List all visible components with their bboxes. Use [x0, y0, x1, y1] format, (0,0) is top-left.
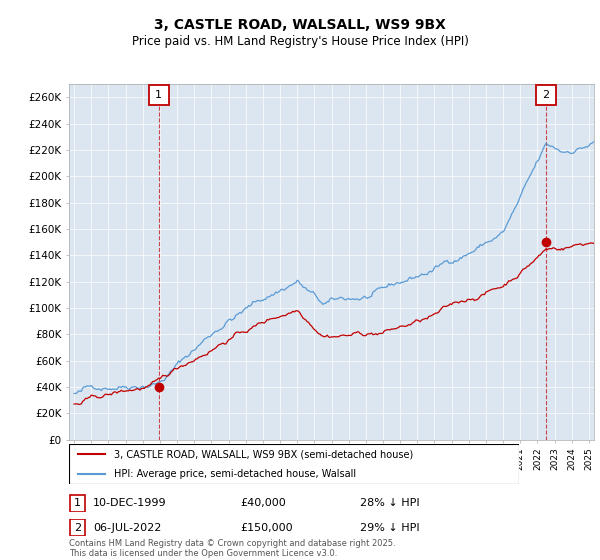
Text: £40,000: £40,000: [240, 498, 286, 508]
Text: 3, CASTLE ROAD, WALSALL, WS9 9BX (semi-detached house): 3, CASTLE ROAD, WALSALL, WS9 9BX (semi-d…: [114, 449, 413, 459]
FancyBboxPatch shape: [70, 520, 85, 535]
FancyBboxPatch shape: [70, 496, 85, 511]
Text: Contains HM Land Registry data © Crown copyright and database right 2025.
This d: Contains HM Land Registry data © Crown c…: [69, 539, 395, 558]
Text: 1: 1: [74, 498, 81, 508]
Text: 2: 2: [74, 522, 81, 533]
Text: 29% ↓ HPI: 29% ↓ HPI: [360, 522, 419, 533]
Text: HPI: Average price, semi-detached house, Walsall: HPI: Average price, semi-detached house,…: [114, 469, 356, 479]
FancyBboxPatch shape: [69, 444, 519, 484]
Text: 1: 1: [155, 90, 162, 100]
Text: 2: 2: [542, 90, 550, 100]
Text: 3, CASTLE ROAD, WALSALL, WS9 9BX: 3, CASTLE ROAD, WALSALL, WS9 9BX: [154, 18, 446, 32]
Text: Price paid vs. HM Land Registry's House Price Index (HPI): Price paid vs. HM Land Registry's House …: [131, 35, 469, 49]
Text: 28% ↓ HPI: 28% ↓ HPI: [360, 498, 419, 508]
Text: 10-DEC-1999: 10-DEC-1999: [93, 498, 167, 508]
Text: £150,000: £150,000: [240, 522, 293, 533]
Text: 06-JUL-2022: 06-JUL-2022: [93, 522, 161, 533]
